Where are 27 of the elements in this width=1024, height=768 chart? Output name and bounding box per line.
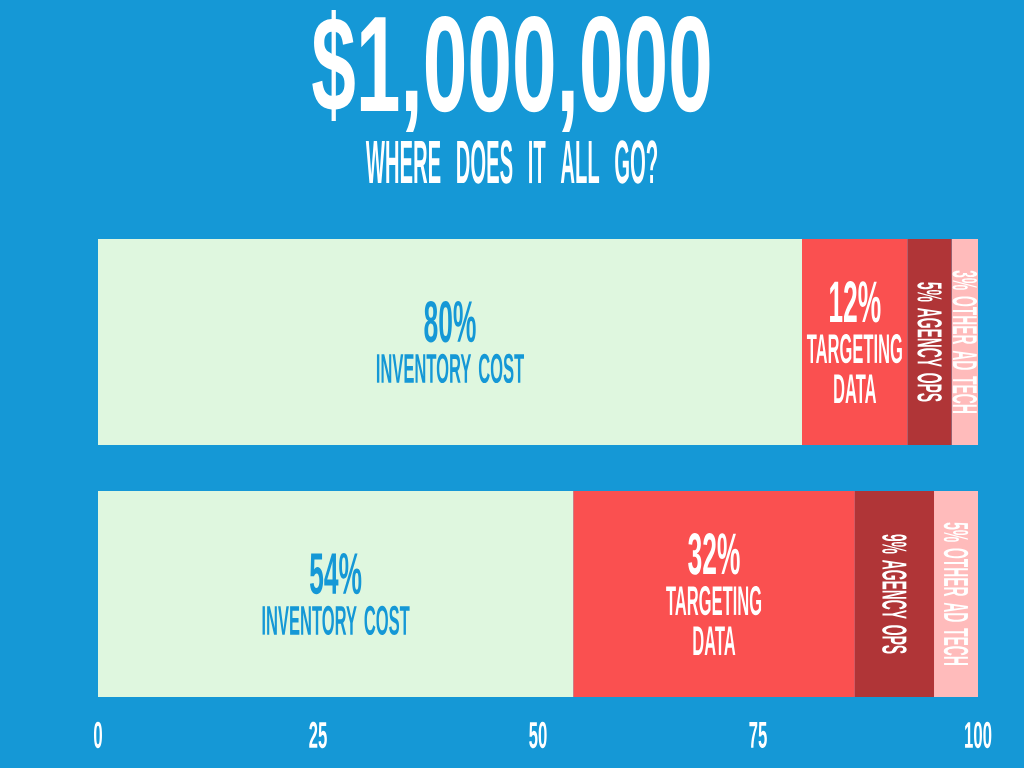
text: TARGETING DATA bbox=[666, 586, 762, 655]
x-tick-label: 75 bbox=[749, 721, 767, 749]
x-tick-label: 25 bbox=[309, 721, 327, 749]
bar bbox=[573, 491, 855, 698]
data-label: 32% bbox=[688, 533, 740, 575]
series-label: INVENTORY COST bbox=[376, 353, 525, 384]
text: AGENCY OPS bbox=[882, 560, 907, 654]
bar bbox=[854, 491, 935, 698]
bar bbox=[98, 239, 803, 446]
x-tick-label: 50 bbox=[529, 721, 547, 749]
chart-subtitle: WHERE DOES IT ALL GO? bbox=[365, 140, 658, 184]
x-tick-label: 0 bbox=[94, 721, 102, 749]
data-label: 9% bbox=[882, 534, 907, 554]
series-label: AGENCY OPS bbox=[917, 308, 942, 402]
x-tick-label: 100 bbox=[965, 721, 992, 749]
data-label: 80% bbox=[424, 300, 476, 343]
series-label: OTHER AD TECH bbox=[952, 296, 978, 413]
data-label: 5% bbox=[943, 522, 969, 542]
bar bbox=[98, 491, 574, 698]
data-label: 3% bbox=[952, 270, 978, 290]
data-label: 12% bbox=[830, 281, 881, 323]
chart-title: $1,000,000 bbox=[312, 10, 710, 132]
series-label: TARGETING DATA bbox=[806, 334, 902, 403]
data-label: 54% bbox=[310, 552, 362, 595]
data-label: 5% bbox=[917, 282, 942, 302]
text: INVENTORY COST bbox=[262, 605, 410, 636]
text: OTHER AD TECH bbox=[943, 548, 969, 665]
